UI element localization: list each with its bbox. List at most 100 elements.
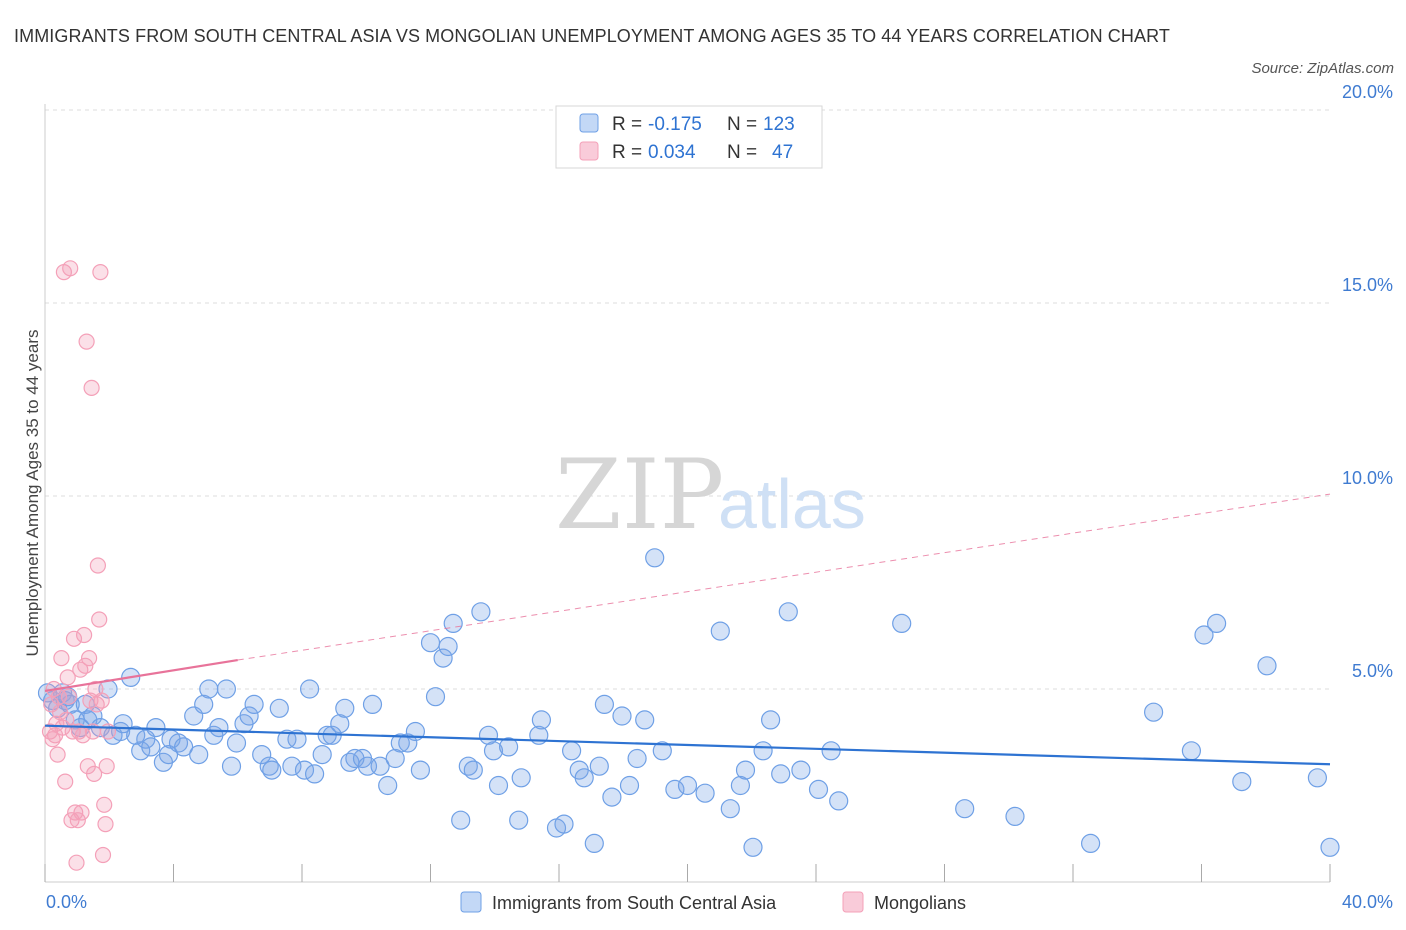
immigrants-point-85 — [554, 814, 574, 834]
legend-pink-r-label: R = — [612, 142, 642, 163]
immigrants-point-102 — [710, 621, 730, 641]
immigrants-point-19 — [131, 741, 151, 761]
immigrants-point-49 — [305, 764, 325, 784]
immigrants-point-108 — [760, 710, 781, 730]
immigrants-point-121 — [1194, 625, 1214, 645]
x-tick-label-1: 40.0% — [1342, 892, 1393, 912]
mongolians-point-9 — [53, 649, 70, 667]
mongolians-point-38 — [89, 557, 107, 574]
watermark-atlas: atlas — [718, 465, 866, 543]
mongolians-point-27 — [75, 626, 93, 644]
immigrants-point-31 — [199, 679, 219, 699]
immigrants-point-47 — [294, 760, 315, 780]
immigrants-point-114 — [829, 791, 849, 811]
immigrants-point-110 — [778, 602, 798, 622]
immigrants-point-83 — [531, 710, 552, 730]
immigrants-point-122 — [1206, 613, 1227, 634]
legend-series-blue-label: Immigrants from South Central Asia — [492, 893, 777, 913]
y-tick-label-2: 15.0% — [1342, 275, 1393, 295]
immigrants-point-104 — [730, 775, 751, 796]
mongolians-point-39 — [91, 611, 108, 628]
gridlines — [45, 109, 1330, 690]
mongolians-point-25 — [73, 804, 90, 821]
immigrants-point-59 — [362, 694, 383, 715]
immigrants-point-123 — [1232, 771, 1252, 792]
mongolians-point-15 — [60, 688, 78, 705]
immigrants-point-97 — [645, 548, 665, 568]
immigrants-point-88 — [574, 768, 594, 788]
immigrants-point-29 — [189, 744, 209, 765]
mongolians-point-10 — [54, 719, 71, 736]
immigrants-point-101 — [695, 783, 715, 803]
immigrants-point-44 — [277, 729, 297, 749]
immigrants-point-89 — [584, 833, 604, 854]
immigrants-point-22 — [146, 717, 166, 738]
immigrants-point-91 — [594, 694, 615, 715]
immigrants-point-63 — [390, 733, 410, 753]
legend-pink-n-label: N = — [727, 142, 757, 163]
immigrants-point-112 — [808, 779, 829, 800]
immigrants-point-125 — [1307, 768, 1328, 788]
immigrants-point-118 — [1080, 833, 1101, 854]
legend-series: Immigrants from South Central Asia Mongo… — [460, 891, 966, 913]
legend-pink-r-value: 0.034 — [648, 142, 696, 163]
mongolians-point-28 — [77, 657, 94, 674]
immigrants-point-18 — [126, 725, 146, 745]
legend-pink-n-value: 47 — [772, 142, 793, 163]
trend-line-immigrants — [44, 724, 1331, 766]
immigrants-point-27 — [174, 737, 194, 757]
immigrants-point-70 — [438, 636, 458, 657]
immigrants-point-69 — [433, 648, 453, 668]
immigrants-point-116 — [955, 799, 975, 819]
source-label: Source: ZipAtlas.com — [1251, 60, 1394, 77]
immigrants-point-90 — [589, 756, 609, 776]
legend-blue-n-label: N = — [727, 114, 757, 135]
mongolians-point-35 — [85, 765, 103, 783]
mongolians-point-46 — [99, 723, 117, 740]
immigrants-point-36 — [226, 733, 247, 753]
immigrants-point-105 — [735, 760, 756, 780]
immigrants-point-64 — [398, 733, 418, 753]
legend-blue-r-label: R = — [612, 114, 642, 135]
immigrants-point-117 — [1005, 806, 1025, 827]
immigrants-point-80 — [509, 810, 529, 830]
legend-stats-box — [555, 105, 823, 169]
mongolians-point-43 — [96, 796, 113, 813]
immigrants-point-78 — [488, 775, 509, 796]
mongolians-point-16 — [62, 260, 79, 277]
immigrants-point-66 — [410, 760, 430, 780]
immigrants-point-40 — [252, 744, 272, 765]
immigrants-point-30 — [194, 694, 214, 715]
immigrants-point-100 — [677, 775, 698, 796]
mongolians-point-22 — [69, 812, 86, 829]
x-tick-labels: 0.0% 40.0% — [46, 892, 1393, 912]
mongolians-point-40 — [92, 264, 109, 281]
immigrants-point-119 — [1143, 702, 1164, 722]
mongolians-point-44 — [97, 815, 114, 833]
mongolians-point-12 — [57, 773, 74, 790]
immigrants-point-34 — [216, 679, 236, 699]
immigrants-point-68 — [425, 687, 446, 707]
immigrants-point-115 — [892, 613, 912, 634]
immigrants-point-48 — [300, 679, 320, 699]
immigrants-point-54 — [335, 698, 355, 718]
mongolians-point-14 — [59, 669, 76, 686]
mongolians-point-31 — [80, 649, 98, 667]
immigrants-point-120 — [1181, 741, 1202, 761]
mongolians-point-42 — [94, 846, 112, 864]
chart-title: IMMIGRANTS FROM SOUTH CENTRAL ASIA VS MO… — [14, 26, 1170, 46]
immigrants-point-77 — [483, 741, 504, 761]
immigrants-point-103 — [720, 799, 740, 819]
immigrants-point-74 — [463, 760, 483, 780]
immigrants-point-45 — [282, 756, 302, 776]
mongolians-point-41 — [93, 692, 110, 709]
legend-pink-swatch — [579, 141, 599, 161]
immigrants-point-124 — [1257, 656, 1277, 676]
immigrants-point-53 — [330, 714, 350, 734]
immigrants-point-50 — [312, 744, 332, 765]
immigrants-point-21 — [141, 737, 161, 757]
immigrants-point-43 — [269, 698, 289, 718]
immigrants-point-60 — [370, 756, 390, 776]
immigrants-point-38 — [239, 706, 259, 726]
immigrants-point-106 — [743, 837, 763, 857]
